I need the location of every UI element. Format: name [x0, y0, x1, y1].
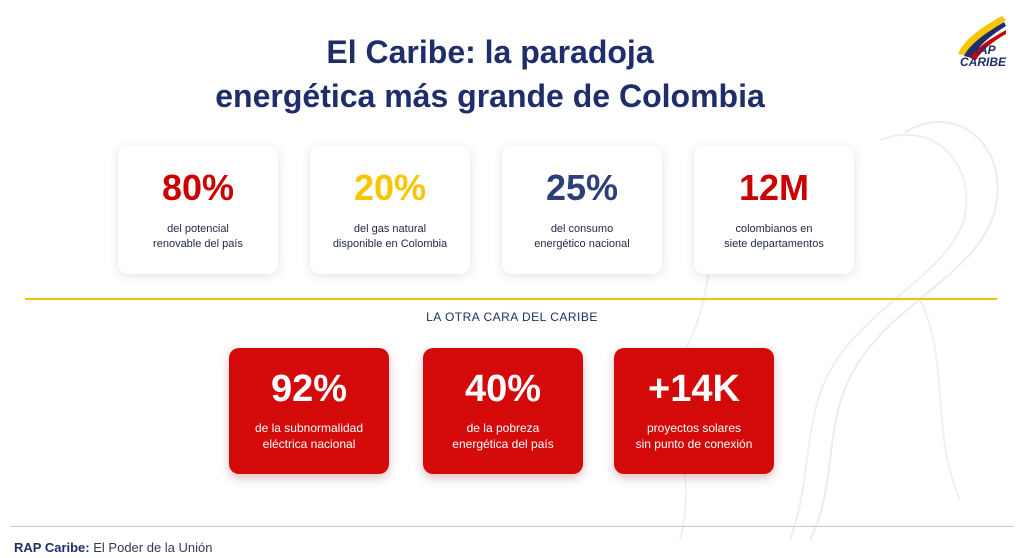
red-stat-value: 40% [464, 368, 542, 410]
stat-card-population: 12M colombianos en siete departamentos [694, 146, 854, 274]
red-desc-line-2: energética del país [452, 437, 554, 451]
logo-line-2: CARIBE [959, 55, 1006, 69]
stat-value: 20% [353, 167, 427, 208]
stat-value: 25% [545, 167, 619, 208]
stat-desc-line-1: del consumo [550, 223, 614, 235]
footer-tagline: El Poder de la Unión [93, 540, 213, 555]
title-rest: la paradoja [484, 34, 654, 70]
logo-line-1: RAP [970, 43, 996, 57]
red-card-subnormality: 92% de la subnormalidad eléctrica nacion… [229, 348, 389, 474]
red-desc-line-1: de la pobreza [466, 421, 540, 435]
stat-description: del potencial renovable del país [118, 222, 278, 252]
red-card-poverty: 40% de la pobreza energética del país [423, 348, 583, 474]
title-line-2: energética más grande de Colombia [215, 78, 765, 114]
footer-brand: RAP Caribe: [14, 540, 90, 555]
stat-card-renewable: 80% del potencial renovable del país [118, 146, 278, 274]
stat-card-gas: 20% del gas natural disponible en Colomb… [310, 146, 470, 274]
red-stat-description: proyectos solares sin punto de conexión [614, 420, 774, 452]
stat-desc-line-1: del potencial [167, 223, 229, 235]
rap-caribe-logo-icon [958, 16, 1006, 60]
red-desc-line-2: eléctrica nacional [262, 437, 356, 451]
stat-description: colombianos en siete departamentos [694, 222, 854, 252]
stat-desc-line-2: disponible en Colombia [332, 238, 448, 250]
stat-desc-line-2: energético nacional [534, 238, 630, 250]
stat-description: del consumo energético nacional [502, 222, 662, 252]
logo-text: RAP CARIBE [955, 44, 1011, 68]
red-desc-line-1: proyectos solares [646, 421, 742, 435]
red-stat-value: +14K [648, 368, 740, 410]
stat-desc-line-1: colombianos en [735, 223, 813, 235]
red-desc-line-2: sin punto de conexión [635, 437, 753, 451]
section-divider [25, 298, 997, 300]
red-stat-value: 92% [270, 368, 348, 410]
stat-value: 12M [738, 167, 810, 208]
red-desc-line-1: de la subnormalidad [254, 421, 364, 435]
red-stat-description: de la pobreza energética del país [423, 420, 583, 452]
stat-desc-line-2: siete departamentos [724, 238, 824, 250]
stat-value: 80% [161, 167, 235, 208]
stat-desc-line-1: del gas natural [353, 223, 427, 235]
stat-description: del gas natural disponible en Colombia [310, 222, 470, 252]
section-label: LA OTRA CARA DEL CARIBE [426, 310, 598, 324]
red-card-solar-projects: +14K proyectos solares sin punto de cone… [614, 348, 774, 474]
title-strong: El Caribe: [326, 34, 476, 70]
footer-divider [10, 526, 1014, 527]
stat-card-consumption: 25% del consumo energético nacional [502, 146, 662, 274]
footer: RAP Caribe: El Poder de la Unión [14, 540, 213, 556]
page-title: El Caribe: la paradoja energética más gr… [100, 30, 880, 118]
title-line-1: El Caribe: la paradoja [100, 30, 880, 74]
red-stat-description: de la subnormalidad eléctrica nacional [229, 420, 389, 452]
stat-desc-line-2: renovable del país [153, 238, 243, 250]
